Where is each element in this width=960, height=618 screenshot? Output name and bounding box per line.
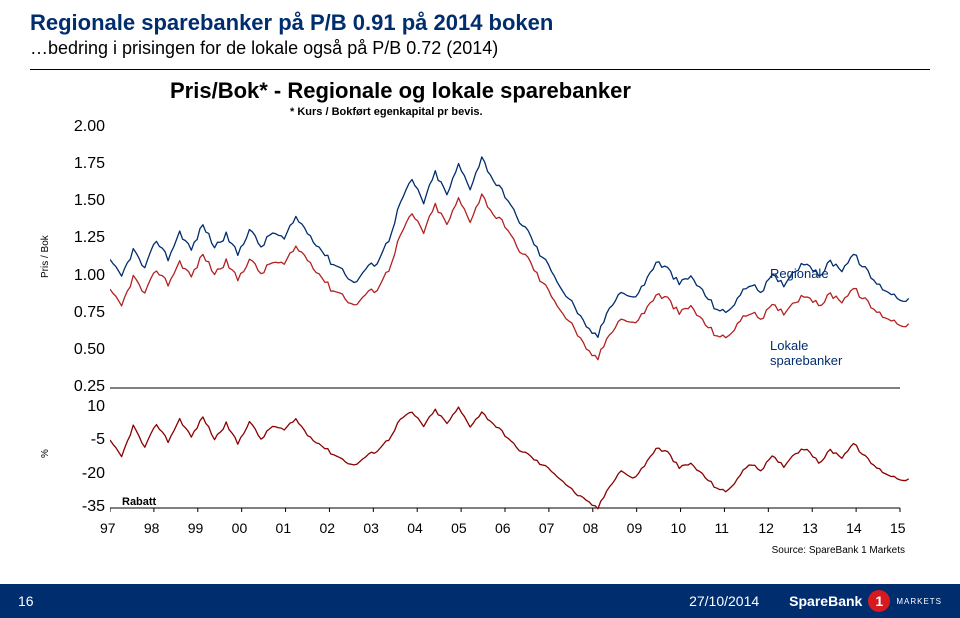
brand-name: SpareBank <box>789 593 862 609</box>
brand-logo: SpareBank 1 MARKETS <box>789 590 942 612</box>
brand-mark-icon: 1 <box>868 590 890 612</box>
footer-date: 27/10/2014 <box>689 593 759 609</box>
page-title: Regionale sparebanker på P/B 0.91 på 201… <box>30 10 930 36</box>
series-label-lokale: Lokale sparebanker <box>770 338 842 368</box>
series-label-rabatt: Rabatt <box>122 496 156 508</box>
chart-title: Pris/Bok* - Regionale og lokale spareban… <box>170 78 631 104</box>
brand-sub: MARKETS <box>896 597 942 606</box>
y-axis-label-bottom: % <box>40 449 51 458</box>
footer: 16 27/10/2014 SpareBank 1 MARKETS <box>0 584 960 618</box>
page-subtitle: …bedring i prisingen for de lokale også … <box>30 38 930 59</box>
chart-area: Pris/Bok* - Regionale og lokale spareban… <box>30 78 930 538</box>
chart-footnote: * Kurs / Bokført egenkapital pr bevis. <box>290 106 483 118</box>
chart-svg <box>110 118 920 518</box>
series-label-regionale: Regionale <box>770 266 829 281</box>
divider <box>30 69 930 70</box>
chart-source: Source: SpareBank 1 Markets <box>772 545 905 556</box>
slide: Regionale sparebanker på P/B 0.91 på 201… <box>0 0 960 618</box>
page-number: 16 <box>18 593 34 609</box>
